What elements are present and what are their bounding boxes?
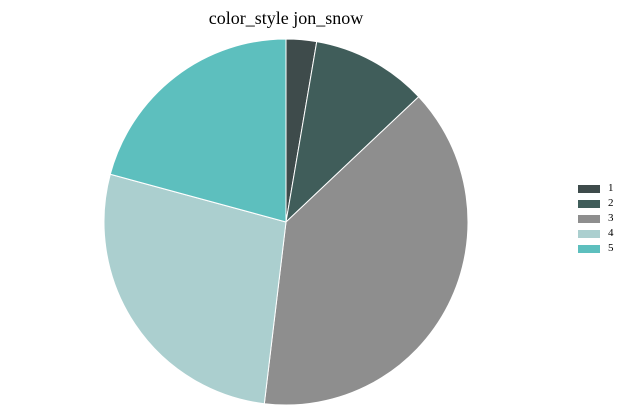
pie-slice-5	[109, 38, 287, 223]
chart-title: color_style jon_snow	[208, 8, 364, 28]
legend-label: 1	[608, 182, 614, 194]
legend-item-3: 3	[578, 211, 628, 226]
legend-label: 3	[608, 212, 614, 224]
legend-label: 5	[608, 242, 614, 254]
legend-label: 2	[608, 197, 614, 209]
pie-slice-4	[103, 173, 287, 405]
legend-item-2: 2	[578, 196, 628, 211]
legend-label: 4	[608, 227, 614, 239]
legend-swatch	[578, 229, 600, 238]
legend-swatch	[578, 199, 600, 208]
legend-item-4: 4	[578, 226, 628, 241]
legend: 1 2 3 4 5	[578, 181, 628, 256]
pie-slice-2	[285, 41, 420, 224]
legend-item-5: 5	[578, 241, 628, 256]
legend-swatch	[578, 244, 600, 253]
legend-swatch	[578, 184, 600, 193]
pie-slice-3	[263, 96, 469, 406]
legend-item-1: 1	[578, 181, 628, 196]
legend-swatch	[578, 214, 600, 223]
